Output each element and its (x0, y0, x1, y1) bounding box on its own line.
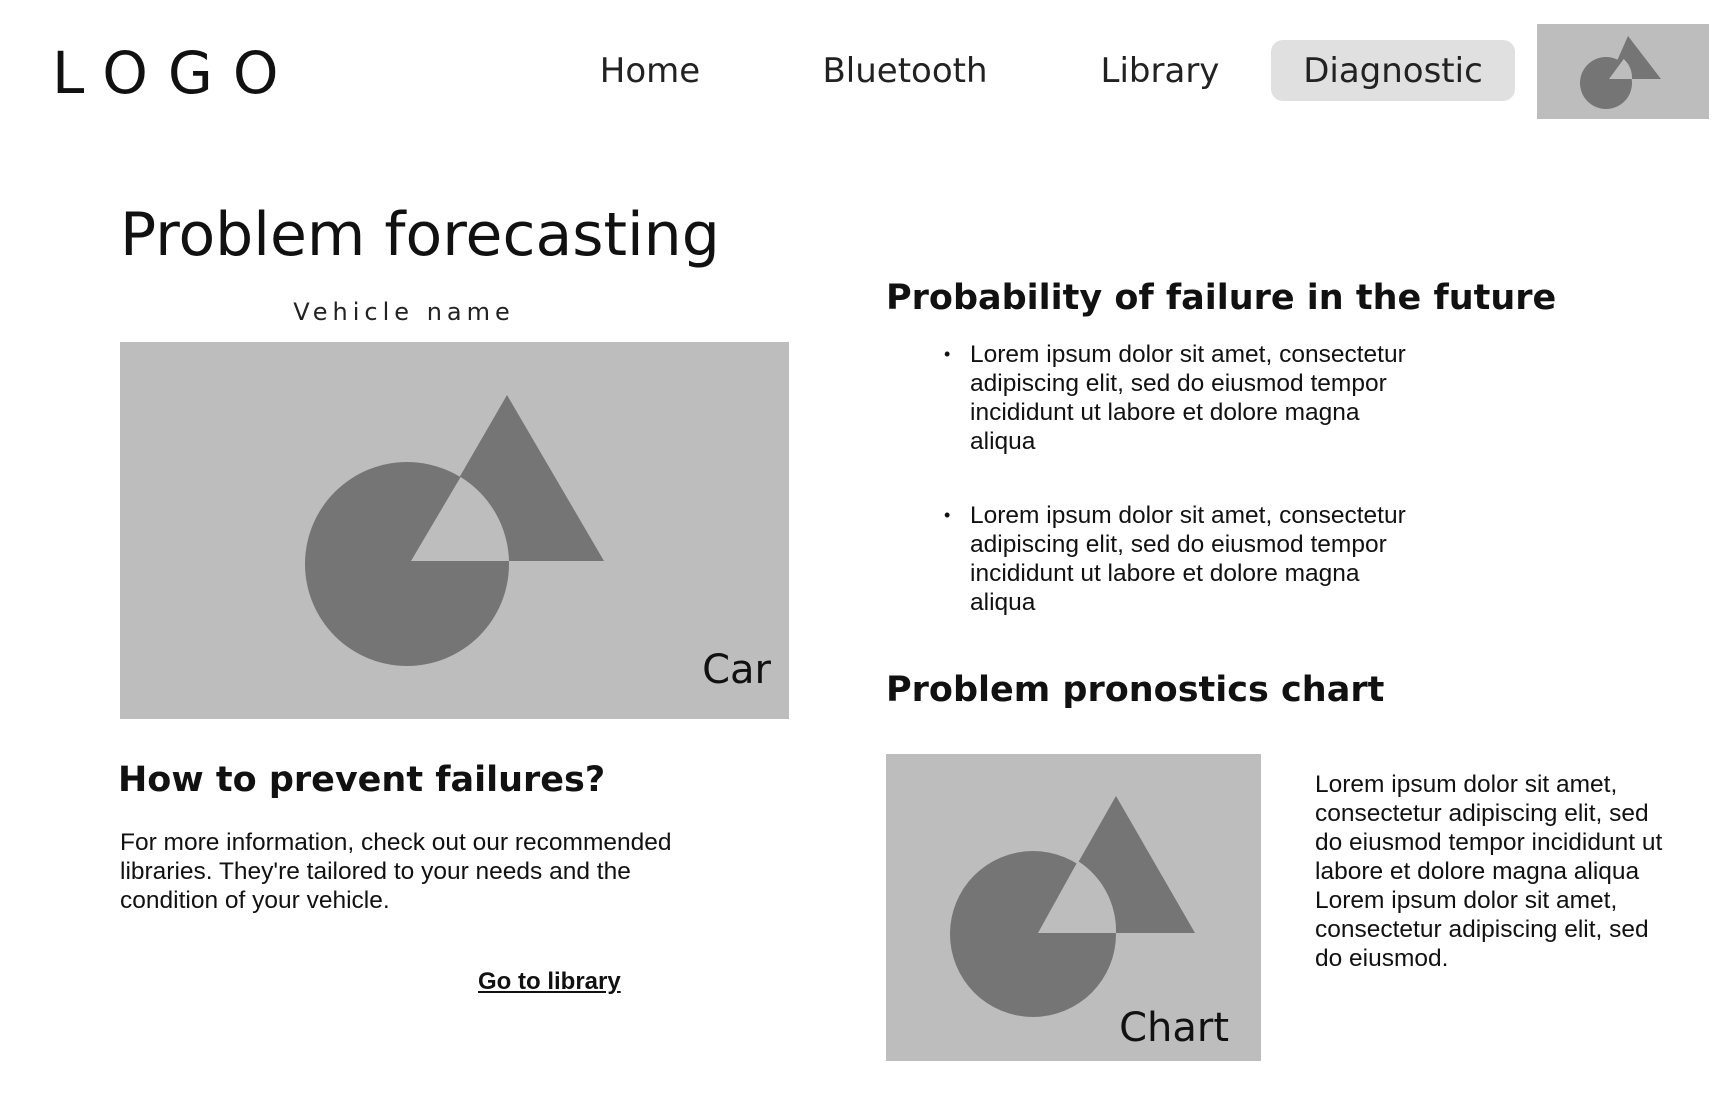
chart-heading: Problem pronostics chart (886, 670, 1385, 710)
nav-home[interactable]: Home (599, 51, 701, 91)
chart-image: Chart (886, 754, 1261, 1061)
go-to-library-link[interactable]: Go to library (478, 968, 621, 995)
chart-image-label: Chart (1119, 1005, 1229, 1051)
nav-library[interactable]: Library (1100, 51, 1220, 91)
vehicle-name: Vehicle name (293, 298, 515, 326)
nav-bluetooth[interactable]: Bluetooth (822, 51, 988, 91)
chart-description: Lorem ipsum dolor sit amet, consectetur … (1315, 771, 1663, 972)
image-placeholder-icon (305, 395, 604, 666)
car-image: Car (120, 342, 789, 719)
prevent-failures-heading: How to prevent failures? (118, 760, 606, 800)
probability-heading: Probability of failure in the future (886, 278, 1557, 318)
probability-list: Lorem ipsum dolor sit amet, consectetur … (940, 340, 1420, 617)
car-image-label: Car (702, 647, 771, 693)
list-item: Lorem ipsum dolor sit amet, consectetur … (940, 501, 1420, 617)
prevent-failures-text: For more information, check out our reco… (120, 829, 672, 914)
nav-diagnostic-active[interactable]: Diagnostic (1271, 40, 1515, 101)
image-placeholder-icon (1580, 36, 1661, 109)
logo[interactable]: LOGO (52, 39, 299, 107)
list-item: Lorem ipsum dolor sit amet, consectetur … (940, 340, 1420, 456)
page-title: Problem forecasting (120, 200, 720, 270)
image-placeholder-icon (950, 796, 1195, 1017)
avatar[interactable] (1537, 24, 1709, 119)
